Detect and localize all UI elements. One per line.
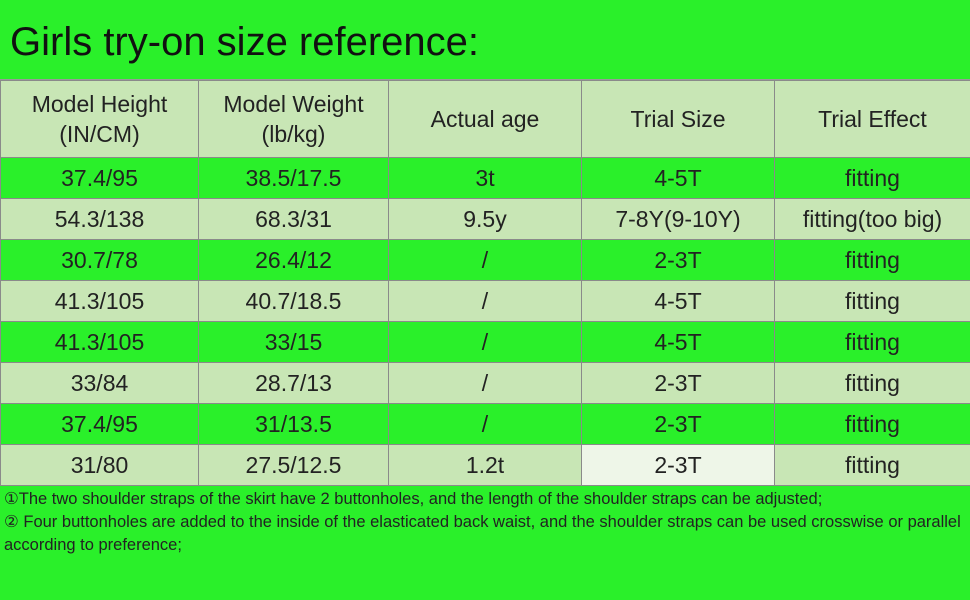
table-cell: 2-3T: [581, 444, 775, 486]
table-cell: 54.3/138: [0, 198, 199, 240]
header-cell: Trial Size: [581, 80, 775, 158]
table-row: 54.3/138 68.3/31 9.5y 7-8Y(9-10Y) fitting(to…: [0, 198, 970, 240]
title: Girls try-on size reference:: [0, 0, 970, 80]
table-cell: 41.3/105: [0, 321, 199, 363]
table-cell: 41.3/105: [0, 280, 199, 322]
table-cell: 28.7/13: [198, 362, 389, 404]
table-cell: 38.5/17.5: [198, 157, 389, 199]
table-cell: fitting: [774, 362, 970, 404]
table-cell: 4-5T: [581, 280, 775, 322]
table-cell: 31/13.5: [198, 403, 389, 445]
table-cell: 9.5y: [388, 198, 582, 240]
table-cell: 30.7/78: [0, 239, 199, 281]
note: ② Four buttonholes are added to the insi…: [4, 513, 961, 554]
header-cell: Model Weight (lb/kg): [198, 80, 389, 158]
header-cell: Actual age: [388, 80, 582, 158]
size-table: Model Height (IN/CM) Model Weight (lb/kg)…: [0, 80, 970, 486]
table-cell: 31/80: [0, 444, 199, 486]
table-cell: 4-5T: [581, 157, 775, 199]
table-row: 33/84 28.7/13/2-3T fitting: [0, 362, 970, 404]
table-cell: /: [388, 362, 582, 404]
table-cell: fitting: [774, 157, 970, 199]
table-cell: /: [388, 403, 582, 445]
table-cell: 4-5T: [581, 321, 775, 363]
table-row: 37.4/95 31/13.5/2-3T fitting: [0, 403, 970, 445]
header-cell: Trial Effect: [774, 80, 970, 158]
table-row: 37.4/95 38.5/17.5 3t 4-5T fitting: [0, 157, 970, 199]
table-cell: 3t: [388, 157, 582, 199]
header-cell: Model Height (IN/CM): [0, 80, 199, 158]
table-cell: 33/84: [0, 362, 199, 404]
table-row: 31/80 27.5/12.5 1.2t 2-3T fitting: [0, 444, 970, 486]
table-cell: 37.4/95: [0, 157, 199, 199]
header-row: Model Height (IN/CM) Model Weight (lb/kg)…: [0, 80, 970, 158]
table-cell: /: [388, 239, 582, 281]
table-cell: fitting: [774, 239, 970, 281]
table-cell: 2-3T: [581, 403, 775, 445]
table-cell: fitting(too big): [774, 198, 970, 240]
table-cell: 40.7/18.5: [198, 280, 389, 322]
table-cell: fitting: [774, 280, 970, 322]
table-cell: 7-8Y(9-10Y): [581, 198, 775, 240]
table-cell: 37.4/95: [0, 403, 199, 445]
table-row: 30.7/78 26.4/12/2-3T fitting: [0, 239, 970, 281]
table-cell: /: [388, 280, 582, 322]
table-row: 41.3/105 33/15/4-5T fitting: [0, 321, 970, 363]
table-cell: fitting: [774, 403, 970, 445]
table-cell: 2-3T: [581, 362, 775, 404]
table-cell: fitting: [774, 321, 970, 363]
table-cell: fitting: [774, 444, 970, 486]
table-row: 41.3/105 40.7/18.5/4-5T fitting: [0, 280, 970, 322]
table-cell: 2-3T: [581, 239, 775, 281]
table-cell: /: [388, 321, 582, 363]
table-cell: 68.3/31: [198, 198, 389, 240]
table-cell: 1.2t: [388, 444, 582, 486]
table-cell: 26.4/12: [198, 239, 389, 281]
note: ①The two shoulder straps of the skirt ha…: [4, 490, 823, 508]
notes: ①The two shoulder straps of the skirt ha…: [0, 486, 970, 559]
table-cell: 33/15: [198, 321, 389, 363]
table-cell: 27.5/12.5: [198, 444, 389, 486]
